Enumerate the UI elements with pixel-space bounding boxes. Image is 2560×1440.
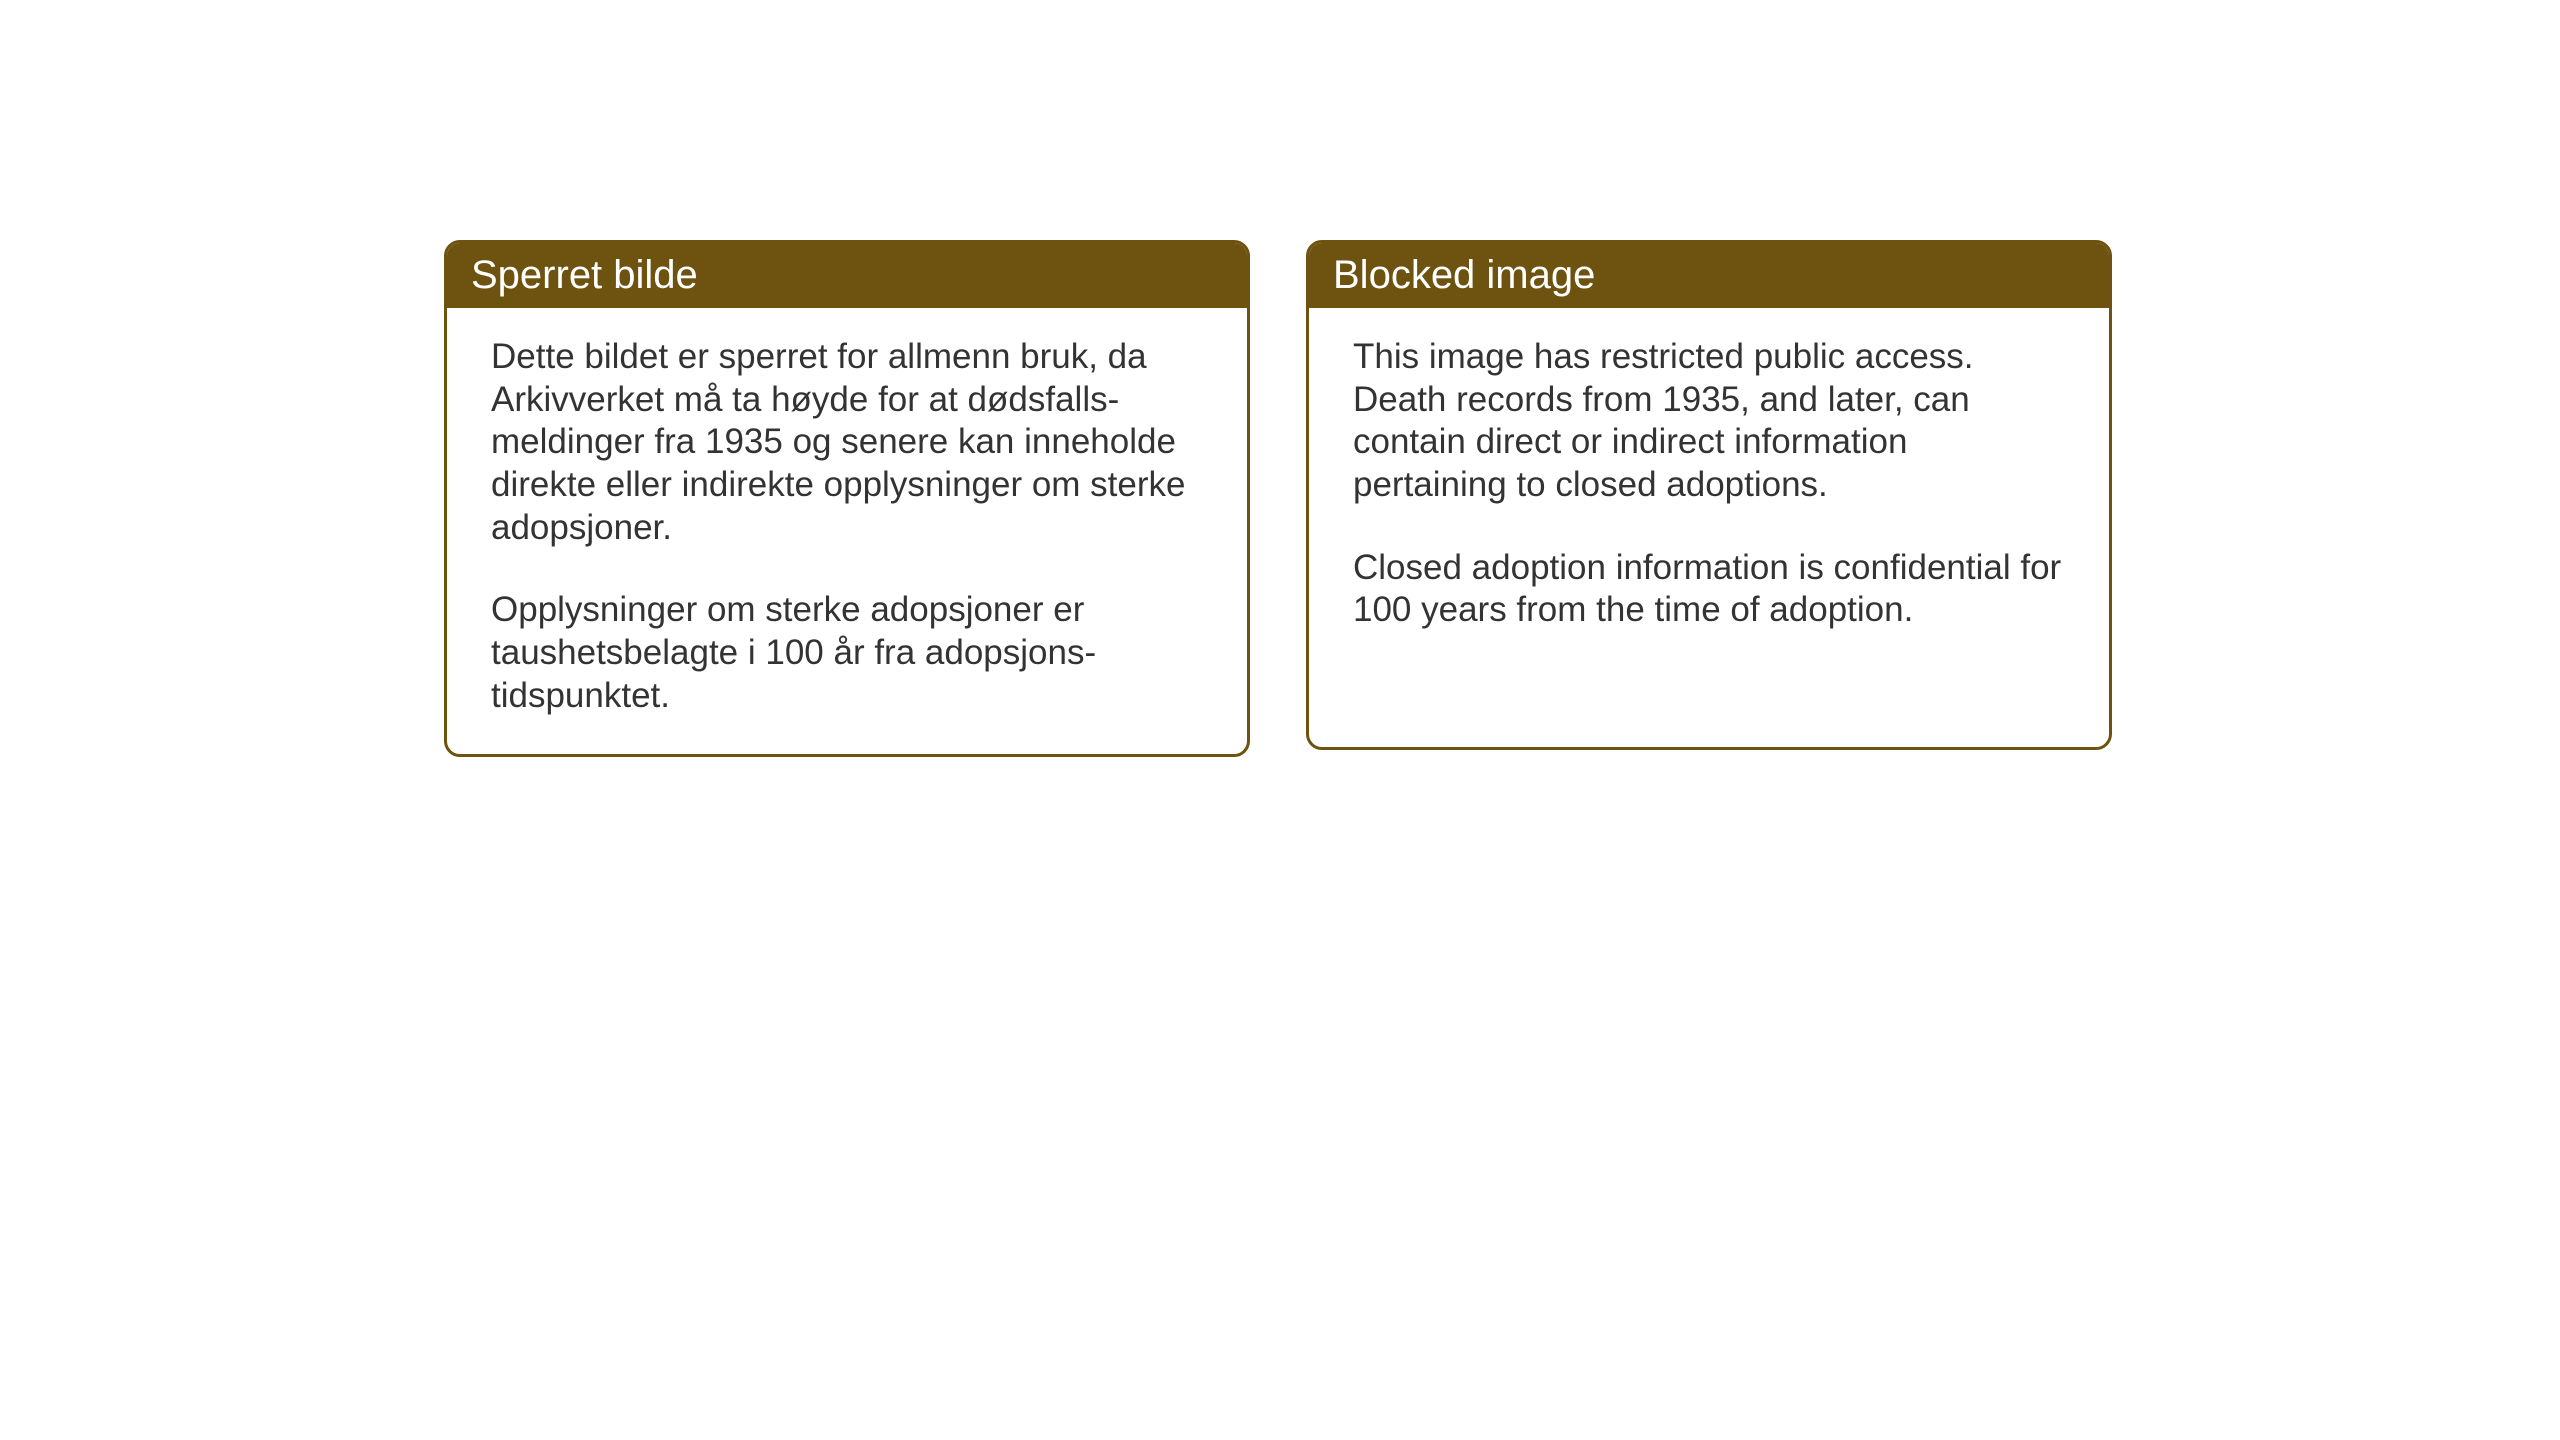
notice-card-english: Blocked image This image has restricted … [1306, 240, 2112, 750]
notice-container: Sperret bilde Dette bildet er sperret fo… [444, 240, 2112, 757]
norwegian-paragraph-2: Opplysninger om sterke adopsjoner er tau… [491, 589, 1203, 717]
card-header-norwegian: Sperret bilde [447, 243, 1247, 308]
english-paragraph-2: Closed adoption information is confident… [1353, 547, 2065, 632]
notice-card-norwegian: Sperret bilde Dette bildet er sperret fo… [444, 240, 1250, 757]
english-paragraph-1: This image has restricted public access.… [1353, 336, 2065, 507]
card-title-norwegian: Sperret bilde [471, 253, 698, 297]
norwegian-paragraph-1: Dette bildet er sperret for allmenn bruk… [491, 336, 1203, 549]
card-header-english: Blocked image [1309, 243, 2109, 308]
card-body-norwegian: Dette bildet er sperret for allmenn bruk… [447, 308, 1247, 754]
card-title-english: Blocked image [1333, 253, 1595, 297]
card-body-english: This image has restricted public access.… [1309, 308, 2109, 668]
